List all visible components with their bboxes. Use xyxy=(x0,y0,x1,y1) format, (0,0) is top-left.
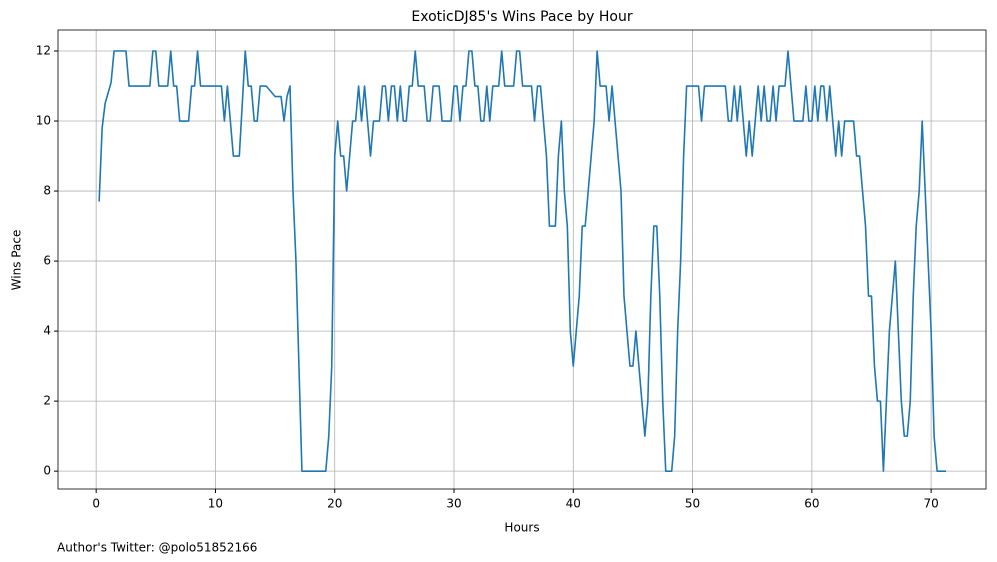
y-tick-label: 12 xyxy=(36,44,51,58)
y-axis-label: Wins Pace xyxy=(10,230,24,291)
y-tick-label: 4 xyxy=(43,324,51,338)
x-tick-label: 40 xyxy=(566,497,581,511)
data-line xyxy=(98,50,947,472)
y-tick-label: 6 xyxy=(43,254,51,268)
x-tick-label: 30 xyxy=(446,497,461,511)
x-tick-label: 70 xyxy=(923,497,938,511)
plot-frame xyxy=(57,29,987,490)
x-tick-label: 60 xyxy=(804,497,819,511)
y-tick-label: 8 xyxy=(43,184,51,198)
y-tick-label: 0 xyxy=(43,464,51,478)
x-tick-label: 0 xyxy=(92,497,100,511)
footnote: Author's Twitter: @polo51852166 xyxy=(57,541,257,555)
x-axis-label: Hours xyxy=(504,521,539,535)
chart-title: ExoticDJ85's Wins Pace by Hour xyxy=(411,9,632,25)
x-tick-label: 20 xyxy=(327,497,342,511)
x-tick-label: 10 xyxy=(208,497,223,511)
y-tick-label: 10 xyxy=(36,114,51,128)
y-tick-label: 2 xyxy=(43,394,51,408)
x-tick-label: 50 xyxy=(685,497,700,511)
